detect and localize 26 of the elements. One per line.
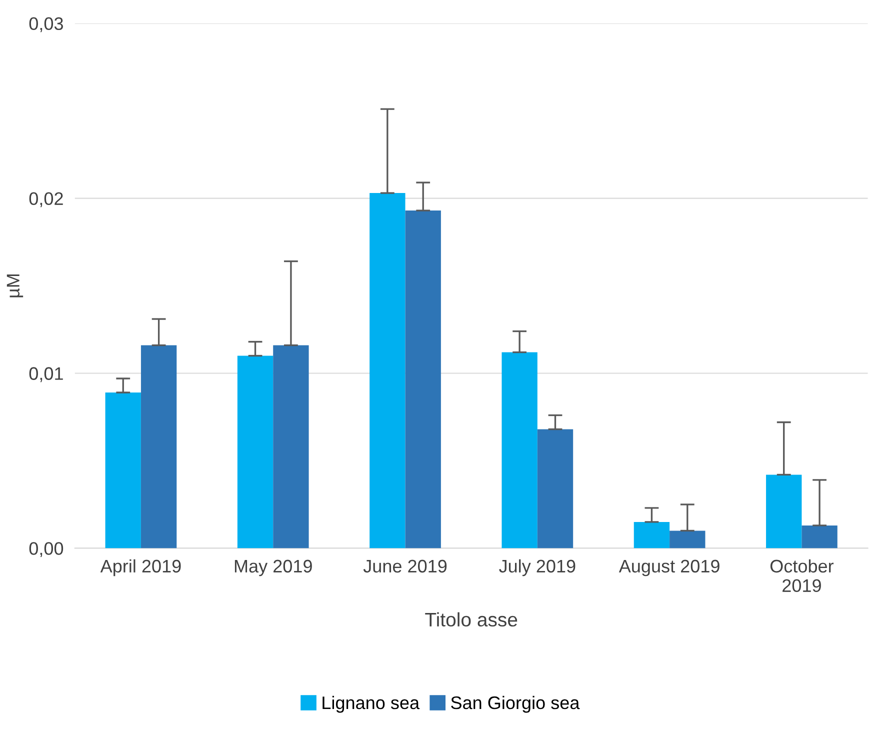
- bar: [273, 345, 309, 548]
- x-tick-label: May 2019: [234, 560, 312, 576]
- legend-label: Lignano sea: [322, 696, 420, 713]
- y-axis-title: µM: [6, 274, 24, 298]
- legend-label: San Giorgio sea: [451, 696, 580, 713]
- y-tick-label: 0,02: [29, 192, 63, 208]
- bar: [802, 525, 838, 548]
- x-tick-label: July 2019: [499, 559, 576, 576]
- bar: [537, 429, 574, 548]
- bar: [502, 352, 538, 548]
- bar: [766, 474, 802, 548]
- x-tick-label: April 2019: [100, 559, 181, 576]
- bar: [405, 210, 441, 548]
- bar: [670, 530, 706, 548]
- bar: [634, 522, 670, 548]
- bar: [105, 392, 141, 548]
- y-tick-label: 0,01: [29, 367, 63, 382]
- bar: [237, 356, 274, 548]
- x-tick-label: August 2019: [618, 560, 720, 576]
- bar: [140, 345, 177, 548]
- y-tick-label: 0,00: [29, 542, 64, 558]
- x-axis-title: Titolo asse: [425, 612, 518, 627]
- y-tick-label: 0,03: [29, 17, 63, 32]
- x-tick-label: June 2019: [363, 560, 447, 573]
- x-tick-label: October 2019: [770, 559, 834, 592]
- bar: [370, 193, 406, 548]
